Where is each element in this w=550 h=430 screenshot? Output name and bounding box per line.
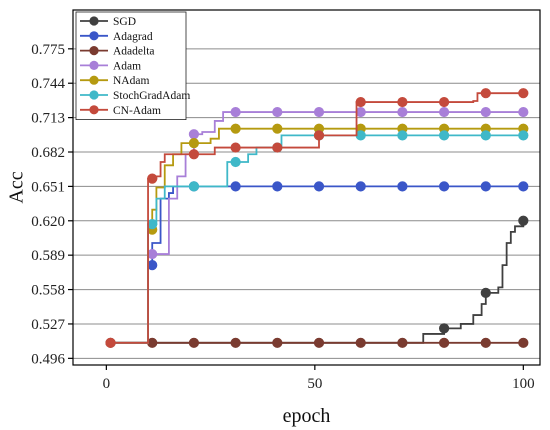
data-point	[313, 181, 325, 192]
data-point	[272, 142, 283, 153]
data-point	[147, 173, 158, 184]
series-sgd	[106, 215, 529, 344]
data-point	[438, 337, 450, 348]
series-cn-adam	[105, 88, 529, 348]
y-tick-label: 0.744	[31, 76, 65, 92]
legend-label: Adam	[113, 60, 141, 72]
data-point	[518, 181, 529, 192]
series-adam	[106, 106, 529, 344]
legend-label: StochGradAdam	[113, 90, 190, 102]
x-tick-label: 50	[307, 376, 322, 392]
legend-item: Adagrad	[80, 31, 153, 43]
data-point	[188, 129, 200, 140]
y-tick-label: 0.775	[31, 42, 65, 58]
data-point	[313, 337, 325, 348]
y-tick-label: 0.527	[31, 317, 65, 333]
data-point	[230, 181, 241, 192]
legend: SGD Adagrad Adadelta Adam NAdam StochGradAdam…	[75, 11, 190, 120]
legend-label: CN-Adam	[113, 105, 161, 117]
y-tick-label: 0.589	[31, 248, 65, 264]
data-point	[480, 88, 491, 99]
data-point	[188, 138, 200, 149]
data-point	[272, 337, 283, 348]
y-axis-title: Acc	[6, 171, 28, 203]
x-tick-label: 0	[103, 376, 111, 392]
legend-item: NAdam	[80, 75, 149, 87]
axis-ticks: 0.496 0.527 0.558 0.589 0.620 0.651 0.682 0.713…	[31, 42, 534, 392]
legend-label: SGD	[113, 16, 136, 28]
data-point	[480, 287, 491, 298]
data-point	[313, 106, 325, 118]
y-tick-label: 0.651	[31, 179, 65, 195]
data-point	[438, 130, 450, 141]
legend-item: StochGradAdam	[80, 90, 190, 102]
data-point	[272, 123, 283, 134]
y-tick-label: 0.496	[31, 351, 65, 367]
data-point	[355, 96, 366, 108]
data-point	[518, 88, 529, 99]
legend-label: Adadelta	[113, 46, 155, 58]
data-point	[480, 130, 491, 141]
data-point	[438, 96, 450, 108]
data-point	[518, 130, 529, 141]
data-point	[230, 337, 241, 348]
data-point	[438, 323, 450, 334]
data-point	[272, 106, 283, 118]
data-point	[518, 215, 529, 226]
x-tick-label: 100	[512, 376, 535, 392]
data-point	[397, 337, 408, 348]
series-layer	[105, 88, 529, 348]
series-line	[106, 220, 525, 344]
legend-marker	[89, 46, 99, 56]
legend-item: SGD	[80, 16, 136, 28]
data-point	[518, 337, 529, 348]
data-point	[438, 181, 450, 192]
legend-label: Adagrad	[113, 31, 153, 43]
data-point	[480, 181, 491, 192]
data-point	[518, 106, 529, 118]
data-point	[397, 181, 408, 192]
y-tick-label: 0.558	[31, 283, 65, 299]
legend-marker	[89, 16, 99, 26]
data-point	[313, 130, 325, 141]
legend-item: CN-Adam	[80, 105, 161, 117]
data-point	[355, 337, 366, 348]
x-axis-title: epoch	[283, 405, 331, 427]
data-point	[397, 96, 408, 108]
legend-item: Adadelta	[80, 46, 155, 58]
data-point	[105, 337, 116, 348]
y-tick-label: 0.682	[31, 145, 65, 161]
data-point	[230, 142, 241, 153]
data-point	[188, 181, 200, 192]
legend-item: Adam	[80, 60, 141, 72]
data-point	[397, 130, 408, 141]
legend-marker	[89, 105, 99, 115]
data-point	[355, 181, 366, 192]
y-tick-label: 0.713	[31, 111, 65, 127]
legend-marker	[89, 75, 99, 85]
plot-frame	[72, 9, 541, 366]
data-point	[188, 337, 200, 348]
legend-marker	[89, 31, 99, 41]
data-point	[480, 106, 491, 118]
data-point	[188, 149, 200, 160]
data-point	[480, 337, 491, 348]
y-tick-label: 0.620	[31, 214, 65, 230]
data-point	[230, 123, 241, 134]
data-point	[230, 156, 241, 168]
legend-marker	[89, 60, 99, 70]
data-point	[230, 106, 241, 118]
legend-marker	[89, 90, 99, 100]
series-adadelta	[105, 337, 529, 348]
data-point	[272, 181, 283, 192]
legend-label: NAdam	[113, 75, 149, 87]
data-point	[397, 106, 408, 118]
data-point	[438, 106, 450, 118]
